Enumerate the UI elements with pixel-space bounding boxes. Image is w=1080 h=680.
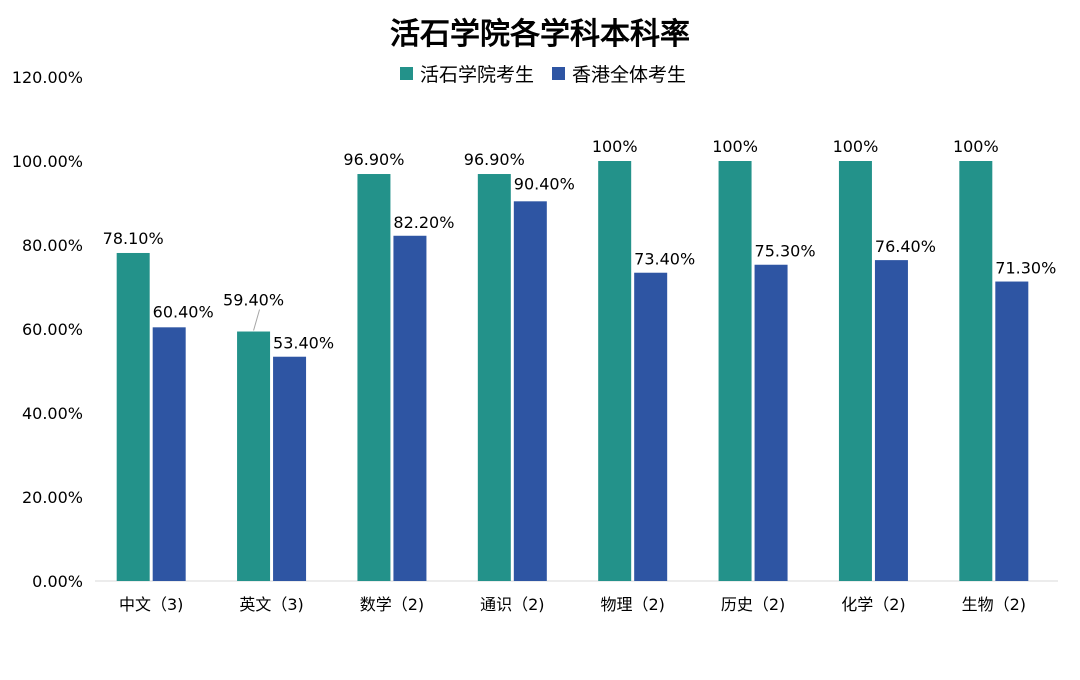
bar-huoshi	[237, 331, 271, 581]
x-category-label: 生物（2)	[962, 595, 1026, 614]
data-label: 76.40%	[875, 237, 936, 256]
data-label: 53.40%	[273, 334, 334, 353]
data-label: 90.40%	[514, 174, 575, 193]
bar-hongkong	[995, 281, 1029, 581]
bar-huoshi	[357, 174, 391, 581]
y-tick-label: 20.00%	[22, 488, 83, 507]
bar-hongkong	[513, 201, 547, 581]
legend-swatch-huoshi	[400, 67, 413, 80]
bar-huoshi	[598, 161, 632, 581]
x-category-label: 物理（2)	[600, 595, 664, 614]
x-category-label: 历史（2)	[721, 595, 785, 614]
bar-huoshi	[838, 161, 872, 581]
data-label: 73.40%	[634, 250, 695, 269]
bar-hongkong	[152, 327, 186, 581]
y-tick-label: 100.00%	[12, 152, 83, 171]
bar-huoshi	[116, 252, 150, 582]
data-label: 82.20%	[393, 213, 454, 232]
bars	[116, 161, 1029, 582]
bar-hongkong	[634, 272, 668, 581]
x-axis-labels: 中文（3) 英文（3) 数学（2) 通识（2) 物理（2) 历史（2) 化学（2) 生物（2)	[119, 595, 1026, 614]
legend-label-huoshi: 活石学院考生	[420, 64, 534, 86]
legend-label-hongkong: 香港全体考生	[572, 64, 686, 86]
bar-hongkong	[874, 260, 908, 581]
leader-line	[253, 309, 261, 331]
x-category-label: 化学（2)	[841, 595, 905, 614]
data-label: 96.90%	[343, 150, 404, 169]
x-category-label: 数学（2)	[360, 595, 424, 614]
chart-title: 活石学院各学科本科率	[390, 17, 690, 52]
data-label: 100%	[953, 137, 999, 156]
data-label: 71.30%	[995, 259, 1056, 278]
y-tick-label: 40.00%	[22, 404, 83, 423]
data-label: 100%	[833, 137, 879, 156]
data-label: 78.10%	[103, 229, 164, 248]
bar-hongkong	[393, 235, 427, 581]
label-leader-lines	[253, 309, 261, 331]
x-category-label: 通识（2)	[480, 595, 544, 614]
y-axis-ticks: 0.00% 20.00% 40.00% 60.00% 80.00% 100.00% 120.…	[12, 68, 83, 591]
data-label: 75.30%	[755, 242, 816, 261]
data-label: 60.40%	[153, 302, 214, 321]
data-label: 96.90%	[464, 150, 525, 169]
data-label: 100%	[712, 137, 758, 156]
bar-huoshi	[477, 174, 511, 581]
bar-hongkong	[754, 264, 788, 581]
legend: 活石学院考生 香港全体考生	[400, 64, 686, 86]
value-labels: 78.10% 60.40% 59.40% 53.40% 96.90% 82.20% 96.9…	[103, 137, 1057, 353]
legend-swatch-hongkong	[552, 67, 565, 80]
y-tick-label: 60.00%	[22, 320, 83, 339]
x-category-label: 英文（3)	[239, 595, 303, 614]
y-tick-label: 0.00%	[32, 572, 83, 591]
y-tick-label: 120.00%	[12, 68, 83, 87]
data-label: 59.40%	[223, 291, 284, 310]
y-tick-label: 80.00%	[22, 236, 83, 255]
data-label: 100%	[592, 137, 638, 156]
bar-hongkong	[273, 356, 307, 581]
bar-huoshi	[959, 161, 993, 581]
bar-huoshi	[718, 161, 752, 581]
x-category-label: 中文（3)	[119, 595, 183, 614]
